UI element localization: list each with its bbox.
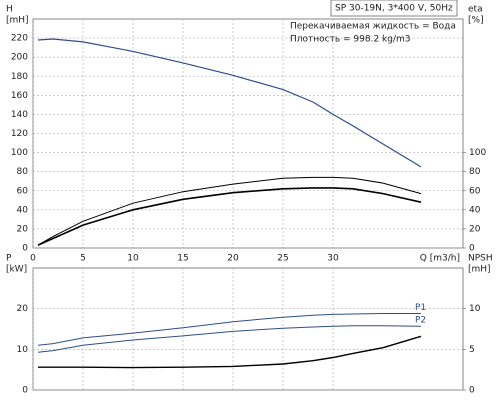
series-line bbox=[38, 335, 422, 369]
y2-axis-label: NPSH bbox=[468, 254, 493, 264]
y-tick-label: 10 bbox=[17, 345, 29, 355]
y2-tick-label: 40 bbox=[469, 205, 481, 215]
y-tick-label: 80 bbox=[17, 167, 29, 177]
y2-tick-label: 80 bbox=[469, 167, 481, 177]
y2-tick-label: 0 bbox=[469, 244, 475, 254]
x-tick-label: 10 bbox=[127, 254, 139, 264]
plot-frame bbox=[32, 267, 464, 391]
annotation: SP 30-19N, 3*400 V, 50Hz bbox=[335, 4, 453, 14]
x-tick-label: 15 bbox=[177, 254, 188, 264]
y2-axis-label: eta bbox=[468, 5, 483, 15]
y-tick-label: 100 bbox=[11, 148, 28, 158]
y2-tick-label: 20 bbox=[469, 224, 481, 234]
y-tick-label: 160 bbox=[11, 91, 28, 101]
x-tick-label: 0 bbox=[30, 254, 36, 264]
y2-tick-label: 10 bbox=[469, 304, 481, 314]
series-line bbox=[37, 313, 421, 346]
y-tick-label: 60 bbox=[17, 186, 29, 196]
series-line bbox=[37, 187, 422, 246]
y2-axis-unit: [%] bbox=[468, 16, 484, 26]
y-axis-unit: [mH] bbox=[6, 16, 29, 26]
x-tick-label: 25 bbox=[277, 254, 288, 264]
y-axis-label: H bbox=[6, 5, 13, 15]
x-tick-label: 5 bbox=[80, 254, 86, 264]
y-tick-label: 20 bbox=[17, 304, 29, 314]
series-label: P1 bbox=[415, 303, 426, 313]
y2-tick-label: 60 bbox=[469, 186, 481, 196]
y-tick-label: 0 bbox=[22, 244, 28, 254]
y-tick-label: 200 bbox=[11, 53, 28, 63]
y2-tick-label: 0 bbox=[469, 386, 475, 396]
y-tick-label: 20 bbox=[17, 224, 29, 234]
series-line bbox=[37, 325, 422, 353]
y-tick-label: 120 bbox=[11, 129, 28, 139]
y-axis-label: P bbox=[6, 254, 12, 264]
y2-tick-label: 100 bbox=[469, 148, 486, 158]
y2-tick-label: 5 bbox=[469, 345, 475, 355]
y-axis-unit: [kW] bbox=[6, 265, 27, 275]
x-tick-label: 20 bbox=[227, 254, 239, 264]
annotation: Перекачиваемая жидкость = Вода bbox=[290, 22, 456, 32]
y-tick-label: 140 bbox=[11, 110, 28, 120]
annotation-box bbox=[330, 0, 458, 17]
y-tick-label: 40 bbox=[17, 205, 29, 215]
y-tick-label: 180 bbox=[11, 72, 28, 82]
y2-axis-unit: [mH] bbox=[468, 265, 491, 275]
x-tick-label: 30 bbox=[327, 254, 339, 264]
y-tick-label: 0 bbox=[22, 386, 28, 396]
series-line bbox=[37, 38, 422, 168]
y-tick-label: 220 bbox=[11, 34, 28, 44]
series-line bbox=[37, 176, 422, 246]
annotation: Плотность = 998.2 kg/m3 bbox=[290, 35, 411, 45]
x-axis-label: Q [m3/h] bbox=[420, 254, 460, 264]
series-label: P2 bbox=[415, 316, 426, 326]
